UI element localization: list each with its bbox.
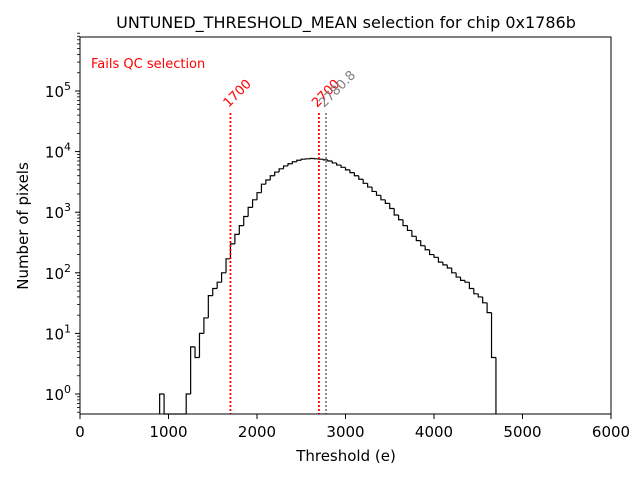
threshold-label: 1700 <box>221 77 255 111</box>
histogram-bin <box>251 199 257 208</box>
histogram-bin <box>340 165 346 168</box>
histogram-bin <box>207 295 213 318</box>
histogram-bin <box>473 288 479 295</box>
histogram-bin <box>185 393 191 414</box>
histogram-bin <box>300 158 306 161</box>
histogram-bin <box>362 179 368 184</box>
histogram-bin <box>159 393 165 414</box>
y-tick-label: 103 <box>45 201 71 222</box>
x-axis-label: Threshold (e) <box>295 447 396 465</box>
chart-title: UNTUNED_THRESHOLD_MEAN selection for chi… <box>116 13 576 33</box>
histogram-bin <box>238 225 244 235</box>
x-tick-label: 5000 <box>503 423 541 441</box>
histogram-bin <box>274 171 280 176</box>
histogram-bin <box>296 159 302 162</box>
histogram-bin <box>327 159 333 162</box>
histogram-bin <box>406 225 412 232</box>
histogram-bin <box>455 272 461 278</box>
histogram-bin <box>451 268 457 274</box>
histogram-bin <box>464 280 470 283</box>
histogram-bin <box>212 287 218 296</box>
histogram-bin <box>291 161 297 164</box>
histogram-bin <box>367 183 373 188</box>
plot-frame <box>79 36 612 415</box>
histogram-bin <box>256 192 262 200</box>
x-tick-label: 3000 <box>326 423 364 441</box>
histogram-bin <box>486 302 492 314</box>
histogram-bin <box>203 317 209 334</box>
histogram-bin <box>349 169 355 174</box>
x-tick-label: 1000 <box>149 423 187 441</box>
histogram-bin <box>225 258 231 273</box>
histogram-bin <box>437 257 443 263</box>
histogram-bin <box>278 168 284 173</box>
y-tick-label: 105 <box>45 80 71 101</box>
histogram-bin <box>433 254 439 258</box>
histogram-bin <box>424 245 430 251</box>
y-tick-label: 100 <box>45 383 71 404</box>
y-axis-label: Number of pixels <box>14 162 32 290</box>
histogram-bin <box>198 332 204 358</box>
histogram-bin <box>344 167 350 171</box>
histogram-bin <box>287 163 293 166</box>
histogram-bin <box>322 159 328 161</box>
histogram-bin <box>384 199 390 204</box>
histogram-bin <box>402 219 408 227</box>
histogram-bin <box>331 160 337 164</box>
histogram-bin <box>389 203 395 210</box>
histogram-bin <box>490 312 496 359</box>
histogram-bin <box>194 346 200 359</box>
histogram-bin <box>371 187 377 193</box>
histogram-bin <box>336 162 342 166</box>
histogram-bin <box>415 236 421 242</box>
histogram-bin <box>353 172 359 177</box>
x-tick-label: 6000 <box>592 423 630 441</box>
histogram-bin <box>269 175 275 180</box>
fails-qc-text: Fails QC selection <box>91 57 205 72</box>
y-tick-label: 104 <box>45 141 71 162</box>
histogram-bin <box>477 293 483 298</box>
histogram-bin <box>163 394 169 415</box>
x-tick-label: 2000 <box>238 423 276 441</box>
histogram-bin <box>221 272 227 283</box>
y-tick-label: 101 <box>45 322 71 343</box>
histogram-bin <box>234 233 240 244</box>
histogram-bin <box>247 206 253 217</box>
histogram-bin <box>459 277 465 281</box>
histogram-bin <box>468 282 474 290</box>
histogram-bin <box>243 215 249 226</box>
histogram-bin <box>393 208 399 216</box>
histogram-bin <box>398 214 404 221</box>
histogram-bin <box>442 262 448 266</box>
histogram-bin <box>428 249 434 256</box>
histogram-bin <box>446 264 452 269</box>
histogram-bin <box>380 195 386 201</box>
y-tick-label: 102 <box>45 262 71 283</box>
histogram-bin <box>411 230 417 237</box>
histogram-bin <box>265 179 271 185</box>
histogram-bin <box>190 346 196 394</box>
x-tick-label: 0 <box>75 423 85 441</box>
histogram-bin <box>260 183 266 193</box>
histogram-bin <box>216 281 222 289</box>
histogram-bin <box>420 240 426 247</box>
histogram-bin <box>375 191 381 196</box>
histogram-bin <box>282 165 288 169</box>
x-tick-label: 4000 <box>415 423 453 441</box>
histogram-bin <box>482 296 488 304</box>
histogram-bin <box>358 175 364 180</box>
